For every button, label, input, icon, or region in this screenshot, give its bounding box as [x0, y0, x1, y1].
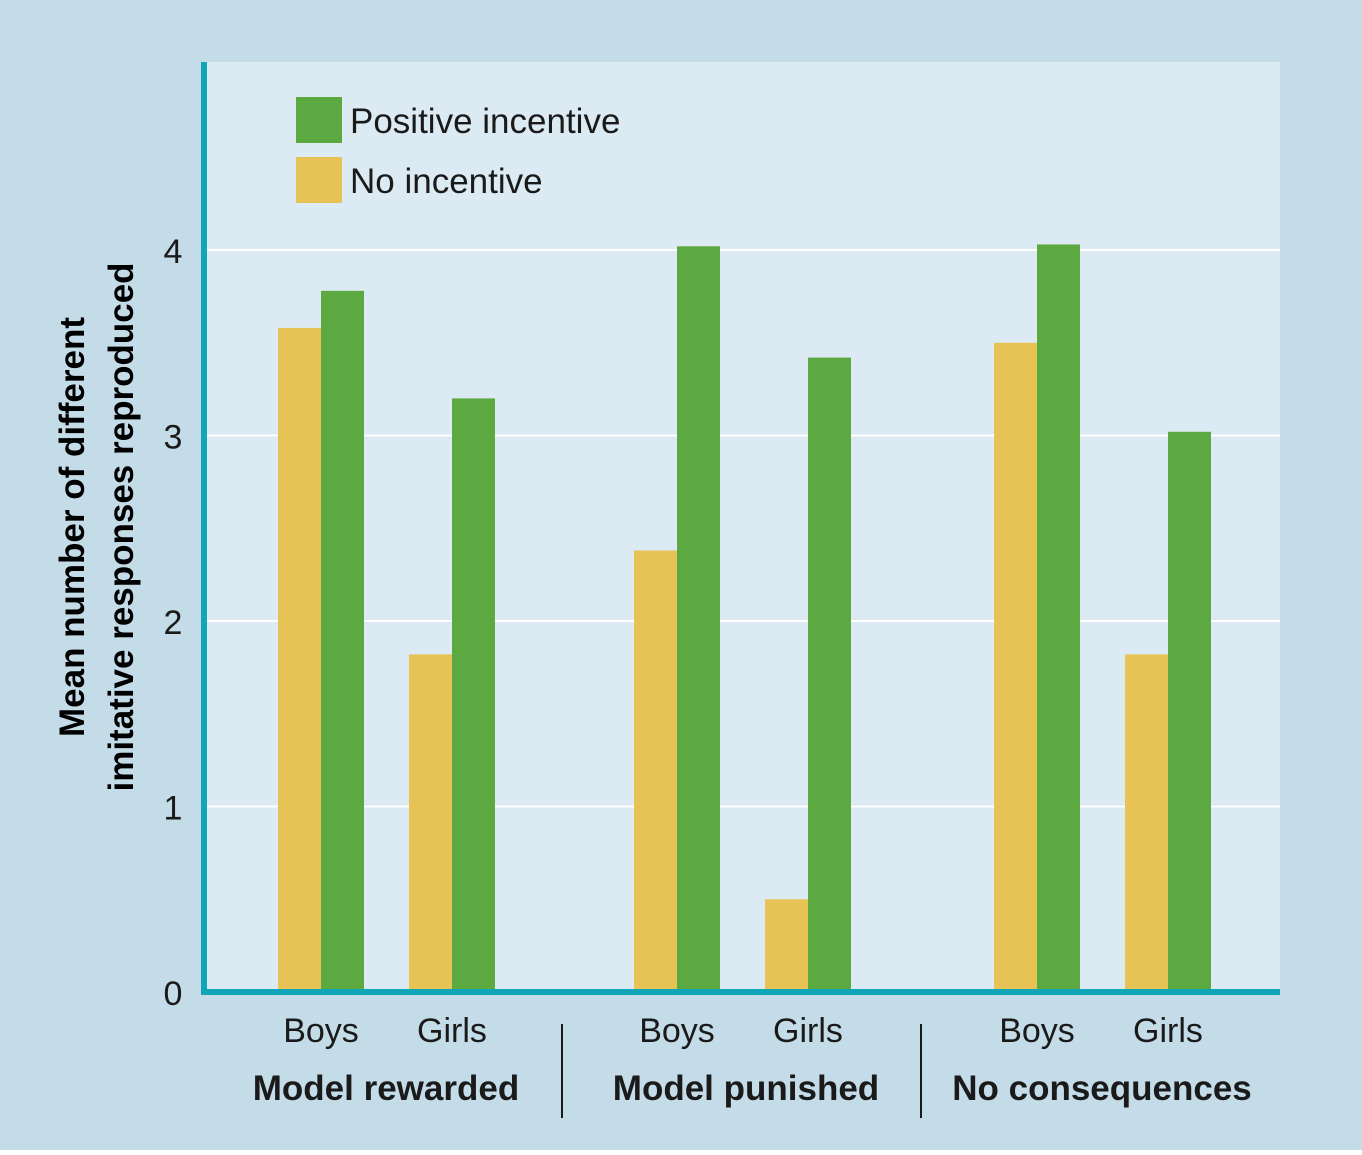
- legend-swatch: [296, 157, 342, 203]
- legend: Positive incentive No incentive: [296, 97, 620, 203]
- bar-positive-incentive: [1037, 244, 1080, 992]
- group-label: Model rewarded: [253, 1069, 519, 1108]
- bars: [278, 244, 1211, 993]
- x-category-label: Boys: [639, 1012, 715, 1050]
- bar-no-incentive: [278, 327, 321, 992]
- bar-positive-incentive: [321, 290, 364, 992]
- group-label: No consequences: [952, 1069, 1252, 1108]
- x-category-label: Boys: [999, 1012, 1075, 1050]
- bar-positive-incentive: [1168, 431, 1211, 992]
- y-tick-label: 0: [164, 975, 183, 1013]
- y-tick-label: 3: [164, 419, 183, 457]
- legend-label: No incentive: [350, 162, 543, 201]
- x-category-label: Girls: [1133, 1012, 1203, 1050]
- y-axis-label-line-1: Mean number of different: [53, 317, 92, 737]
- bar-no-incentive: [634, 550, 677, 992]
- gridlines: [204, 249, 1280, 808]
- bar-positive-incentive: [677, 246, 720, 993]
- bar-no-incentive: [765, 899, 808, 992]
- group-label: Model punished: [613, 1069, 879, 1108]
- x-category-label: Girls: [773, 1012, 843, 1050]
- y-tick-label: 1: [164, 790, 183, 828]
- bar-positive-incentive: [808, 357, 851, 993]
- bar-positive-incentive: [452, 398, 495, 992]
- x-category-label: Girls: [417, 1012, 487, 1050]
- x-category-labels: Boys Girls Boys Girls Boys Girls: [283, 1012, 1203, 1050]
- plot-area: [204, 62, 1280, 992]
- bar-no-incentive: [409, 654, 452, 992]
- y-axis-label: Mean number of different imitative respo…: [53, 262, 141, 791]
- axes: [201, 62, 1280, 995]
- y-tick-label: 2: [164, 604, 183, 642]
- y-axis-label-line-2: imitative responses reproduced: [102, 262, 141, 791]
- bar-no-incentive: [994, 342, 1037, 992]
- y-tick-label: 4: [164, 233, 183, 271]
- bar-no-incentive: [1125, 654, 1168, 992]
- y-tick-labels: 0 1 2 3 4: [164, 233, 183, 1013]
- x-category-label: Boys: [283, 1012, 359, 1050]
- group-labels: Model rewarded Model punished No consequen…: [253, 1069, 1252, 1108]
- legend-swatch: [296, 97, 342, 143]
- group-separators: [561, 1024, 922, 1118]
- legend-label: Positive incentive: [350, 102, 620, 141]
